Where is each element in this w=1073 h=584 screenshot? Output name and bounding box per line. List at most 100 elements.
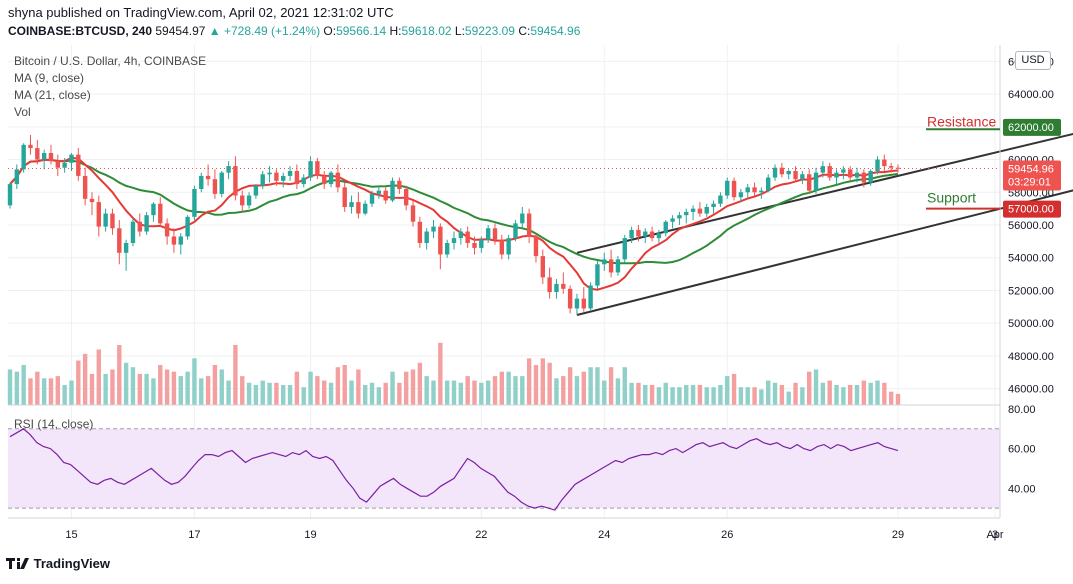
candle xyxy=(643,228,648,243)
volume-bar xyxy=(144,373,149,405)
price-tick-label: 64000.00 xyxy=(1008,89,1054,101)
support-price-tag-text: 57000.00 xyxy=(1008,204,1054,216)
candle-body xyxy=(772,167,778,178)
candle xyxy=(458,228,464,245)
volume-bar xyxy=(622,367,627,405)
volume-bar xyxy=(48,378,54,405)
volume-bar xyxy=(472,380,477,405)
candle xyxy=(793,166,798,183)
legend-rsi: RSI (14, close) xyxy=(14,417,94,431)
legend-ma9: MA (9, close) xyxy=(14,71,85,85)
candle xyxy=(465,226,470,248)
candle-body xyxy=(403,189,409,206)
candle-body xyxy=(144,215,149,232)
volume-bar xyxy=(21,365,26,405)
volume-bar xyxy=(847,385,853,405)
volume-bar xyxy=(677,387,682,405)
candle xyxy=(711,200,716,214)
volume-bar xyxy=(356,369,361,405)
candle xyxy=(226,161,231,180)
volume-bar xyxy=(199,378,204,405)
candle-body xyxy=(383,190,388,201)
candle-body xyxy=(438,226,443,255)
candle-body xyxy=(410,205,416,222)
candle xyxy=(636,225,641,242)
candle-body xyxy=(103,213,108,227)
candle-body xyxy=(499,239,505,255)
candle xyxy=(786,169,791,180)
candle-body xyxy=(602,259,607,265)
last-price: 59454.97 xyxy=(155,24,206,38)
candle-body xyxy=(219,172,224,194)
candle xyxy=(151,202,156,222)
candle-body xyxy=(158,203,163,224)
volume-bar xyxy=(574,376,580,405)
candle-body xyxy=(861,172,867,183)
candle xyxy=(875,156,880,175)
volume-bar xyxy=(7,369,13,405)
candle-body xyxy=(847,169,853,178)
candle xyxy=(841,166,846,180)
candle-body xyxy=(28,144,33,149)
candle xyxy=(684,208,689,224)
candle xyxy=(144,211,149,235)
volume-bar xyxy=(513,376,518,405)
volume-bar xyxy=(240,376,245,405)
candle xyxy=(410,200,416,227)
volume-bar xyxy=(731,373,737,405)
candle-body xyxy=(779,167,785,175)
candle-body xyxy=(267,172,272,175)
candle xyxy=(472,236,477,255)
candle xyxy=(28,135,33,155)
candle xyxy=(76,148,81,181)
candle-body xyxy=(171,236,177,245)
candle xyxy=(110,208,115,235)
candle xyxy=(62,157,67,173)
candle xyxy=(349,195,354,214)
volume-bar xyxy=(526,358,532,405)
volume-bar xyxy=(342,365,347,405)
ohlc-line: COINBASE:BTCUSD, 240 59454.97 ▲ +728.49 … xyxy=(8,24,580,38)
candle xyxy=(731,177,737,201)
volume-bar xyxy=(786,391,791,405)
candle xyxy=(192,185,197,221)
volume-bar xyxy=(875,380,880,405)
candle xyxy=(363,200,368,216)
candle-body xyxy=(308,161,313,178)
candle-body xyxy=(55,161,61,168)
volume-bar xyxy=(485,380,491,405)
candle xyxy=(301,174,306,188)
time-tick-label: 29 xyxy=(892,529,904,541)
candle-body xyxy=(472,243,477,248)
price-tick-label: 50000.00 xyxy=(1008,318,1054,330)
candle-body xyxy=(643,231,648,237)
legend-ma21: MA (21, close) xyxy=(14,88,91,102)
candle xyxy=(164,218,170,245)
candle-body xyxy=(793,171,798,180)
candle-body xyxy=(895,167,901,169)
volume-bar xyxy=(588,367,593,405)
high-label: H: xyxy=(389,24,402,38)
low-label: L: xyxy=(454,24,465,38)
candle-body xyxy=(479,239,484,248)
candle-body xyxy=(41,153,47,160)
candle-body xyxy=(7,184,13,206)
candle-body xyxy=(226,166,231,173)
volume-bar xyxy=(800,387,805,405)
volume-bar xyxy=(656,387,662,405)
currency-button[interactable]: USD xyxy=(1015,51,1051,70)
candle-body xyxy=(622,238,627,260)
volume-bar xyxy=(349,380,354,405)
volume-bar xyxy=(738,387,744,405)
candle-body xyxy=(328,172,334,185)
candle xyxy=(779,162,785,178)
legend-vol: Vol xyxy=(14,105,31,119)
candle xyxy=(622,234,627,263)
candle-body xyxy=(567,288,573,309)
candle-body xyxy=(185,216,190,237)
candle-body xyxy=(96,202,101,227)
candle-body xyxy=(513,223,518,239)
volume-bar xyxy=(185,371,190,405)
candle xyxy=(588,282,593,311)
